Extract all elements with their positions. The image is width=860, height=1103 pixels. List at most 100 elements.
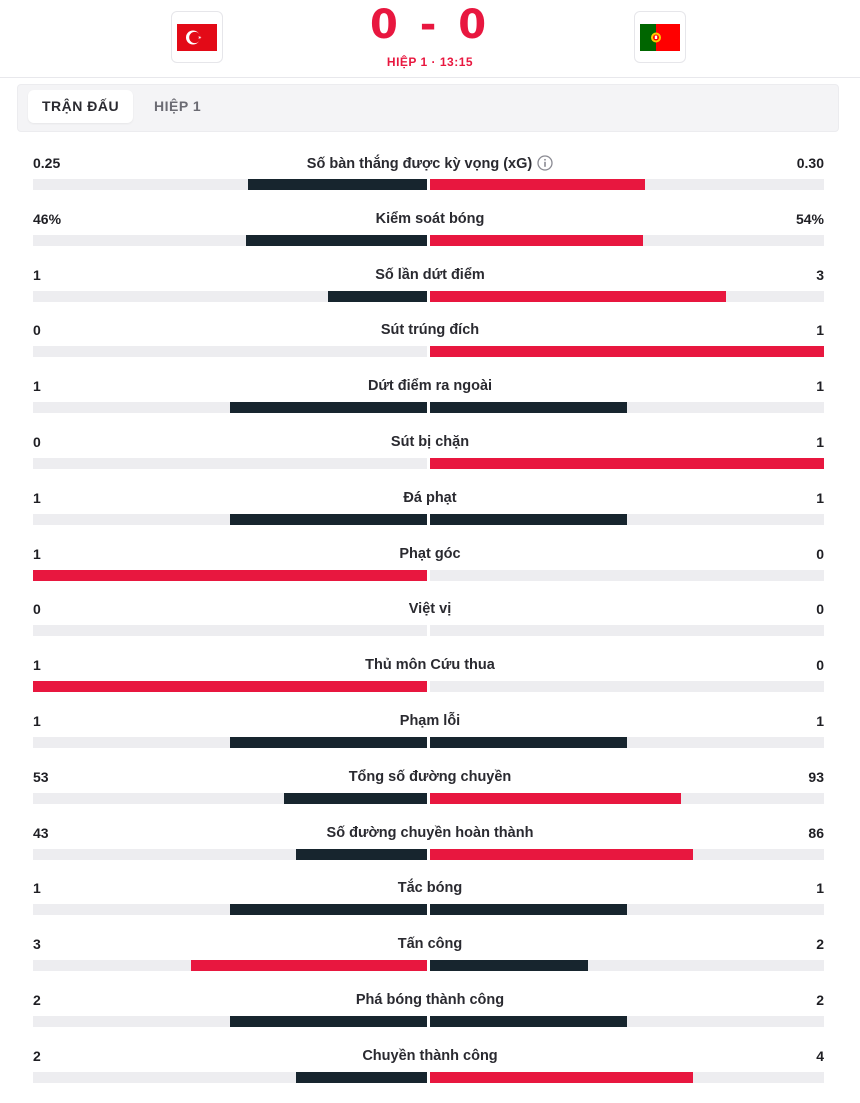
home-stat-bar-track xyxy=(33,625,427,637)
match-score: 0 - 0 xyxy=(369,2,491,48)
stat-label: Số lần dứt điểm xyxy=(180,267,680,283)
away-stat-bar-track xyxy=(430,736,824,748)
stat-row: 0 Việt vị 0 xyxy=(0,596,860,652)
away-stat-bar-track xyxy=(430,960,824,972)
home-team-flag[interactable] xyxy=(171,11,223,63)
stat-row: 53 Tổng số đường chuyền 93 xyxy=(0,764,860,820)
home-stat-bar-track xyxy=(33,569,427,581)
home-stat-value: 2 xyxy=(33,1047,41,1064)
stats-list: 0.25 Số bàn thắng được kỳ vọng (xG) 0.30 46… xyxy=(0,150,860,1099)
stat-label: Sút bị chặn xyxy=(180,434,680,450)
stat-label: Kiểm soát bóng xyxy=(180,211,680,227)
stat-label: Thủ môn Cứu thua xyxy=(180,657,680,673)
stat-label: Phạm lỗi xyxy=(180,713,680,729)
home-stat-value: 0 xyxy=(33,433,41,450)
tab-match[interactable]: TRẬN ĐẤU xyxy=(28,90,134,123)
away-stat-value: 1 xyxy=(816,489,824,506)
stat-row: 1 Đá phạt 1 xyxy=(0,485,860,541)
away-stat-value: 0 xyxy=(816,657,824,674)
away-stat-bar-track xyxy=(430,179,824,190)
stat-label-text: Thủ môn Cứu thua xyxy=(365,657,495,674)
away-stat-bar xyxy=(430,179,645,190)
home-stat-bar-track xyxy=(33,904,427,916)
home-stat-value: 0.25 xyxy=(33,155,61,171)
home-stat-bar xyxy=(246,234,427,246)
stat-row: 0 Sút trúng đích 1 xyxy=(0,317,860,373)
stat-label-text: Chuyền thành công xyxy=(362,1047,498,1064)
info-icon[interactable] xyxy=(537,155,553,171)
away-team-flag[interactable] xyxy=(634,11,686,63)
away-stat-value: 93 xyxy=(808,768,824,785)
away-stat-bar xyxy=(430,513,627,525)
away-stat-value: 1 xyxy=(816,322,824,339)
stat-row: 1 Tắc bóng 1 xyxy=(0,875,860,931)
stat-label: Dứt điểm ra ngoài xyxy=(180,378,680,394)
away-stat-bar-track xyxy=(430,290,824,302)
away-stat-bar xyxy=(430,960,588,972)
home-stat-bar-track xyxy=(33,457,427,469)
stat-label-text: Phạt góc xyxy=(399,545,461,562)
away-stat-value: 0 xyxy=(816,545,824,562)
stat-row: 2 Phá bóng thành công 2 xyxy=(0,987,860,1043)
stat-label: Số bàn thắng được kỳ vọng (xG) xyxy=(180,155,680,172)
stat-label: Tấn công xyxy=(180,936,680,952)
home-stat-value: 1 xyxy=(33,489,41,506)
away-stat-bar xyxy=(430,457,824,469)
away-stat-bar xyxy=(430,848,693,860)
home-stat-bar xyxy=(230,1015,427,1027)
home-stat-value: 53 xyxy=(33,768,49,785)
stat-label: Số đường chuyền hoàn thành xyxy=(180,825,680,841)
home-stat-bar-track xyxy=(33,402,427,414)
away-stat-bar xyxy=(430,1071,693,1083)
stat-label-text: Số lần dứt điểm xyxy=(375,266,485,283)
away-stat-bar-track xyxy=(430,513,824,525)
home-stat-value: 3 xyxy=(33,936,41,953)
away-stat-value: 3 xyxy=(816,266,824,283)
home-stat-bar-track xyxy=(33,736,427,748)
stat-label-text: Tấn công xyxy=(397,936,463,953)
stat-row: 0 Sút bị chặn 1 xyxy=(0,429,860,485)
home-stat-value: 0 xyxy=(33,322,41,339)
away-stat-value: 0.30 xyxy=(796,155,824,171)
stat-row: 0.25 Số bàn thắng được kỳ vọng (xG) 0.30 xyxy=(0,150,860,206)
away-stat-value: 2 xyxy=(816,991,824,1008)
away-stat-bar-track xyxy=(430,625,824,637)
home-stat-bar-track xyxy=(33,346,427,358)
match-header: 0 - 0 HIỆP 1 · 13:15 xyxy=(0,0,860,78)
away-stat-bar xyxy=(430,736,627,748)
stat-row: 43 Số đường chuyền hoàn thành 86 xyxy=(0,820,860,876)
away-stat-value: 54% xyxy=(795,210,824,227)
home-stat-bar-track xyxy=(33,960,427,972)
away-stat-bar-track xyxy=(430,1071,824,1083)
away-stat-bar xyxy=(430,234,643,246)
stat-label-text: Phạm lỗi xyxy=(399,712,461,729)
home-stat-bar-track xyxy=(33,1071,427,1083)
home-stat-value: 1 xyxy=(33,712,41,729)
stat-label-text: Phá bóng thành công xyxy=(355,991,505,1008)
away-stat-bar-track xyxy=(430,402,824,414)
stat-label-text: Dứt điểm ra ngoài xyxy=(367,378,493,395)
away-stat-bar xyxy=(430,904,627,916)
home-stat-value: 43 xyxy=(33,824,49,841)
stat-label: Phạt góc xyxy=(180,546,680,562)
home-stat-value: 1 xyxy=(33,266,41,283)
stat-label-text: Đá phạt xyxy=(403,489,457,506)
match-period: HIỆP 1 · 13:15 xyxy=(386,55,474,69)
away-stat-bar-track xyxy=(430,848,824,860)
away-stat-value: 4 xyxy=(816,1047,824,1064)
stat-label: Phá bóng thành công xyxy=(180,992,680,1008)
stat-row: 2 Chuyền thành công 4 xyxy=(0,1043,860,1099)
home-stat-bar xyxy=(191,960,427,972)
stat-row: 46% Kiểm soát bóng 54% xyxy=(0,206,860,262)
stat-label: Việt vị xyxy=(180,601,680,617)
turkey-flag-icon xyxy=(177,23,217,51)
home-stat-value: 1 xyxy=(33,545,41,562)
stat-label-text: Số đường chuyền hoàn thành xyxy=(326,824,534,841)
stat-label: Tắc bóng xyxy=(180,880,680,896)
portugal-flag-icon xyxy=(640,23,680,51)
tab-first-half[interactable]: HIỆP 1 xyxy=(154,98,202,114)
stat-label-text: Kiểm soát bóng xyxy=(375,210,485,227)
away-stat-value: 1 xyxy=(816,378,824,395)
away-stat-value: 1 xyxy=(816,433,824,450)
stat-label: Tổng số đường chuyền xyxy=(180,769,680,785)
